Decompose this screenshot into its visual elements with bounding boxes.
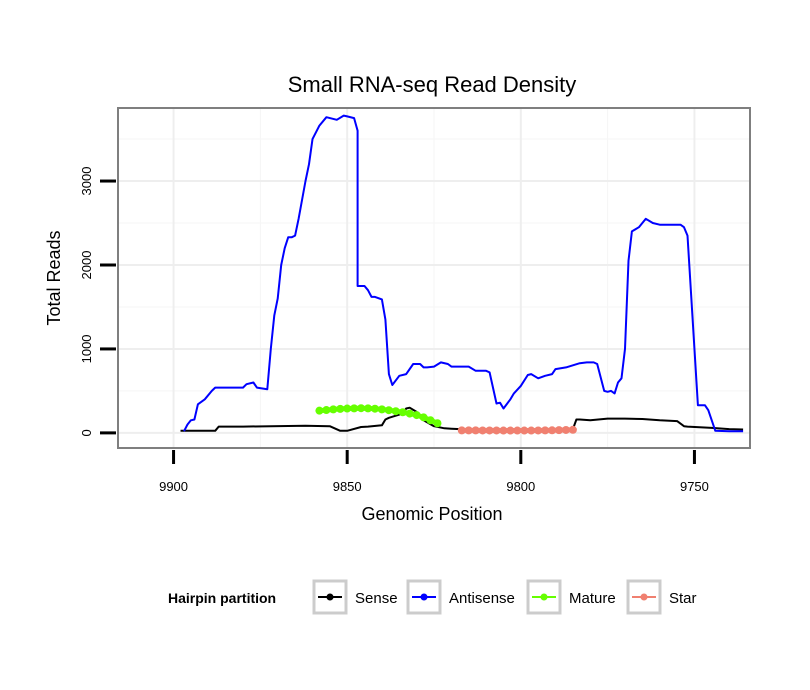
data-point-mature	[370, 404, 379, 413]
data-point-mature	[364, 404, 373, 413]
data-point-mature	[343, 404, 352, 413]
data-point-mature	[377, 405, 386, 414]
legend-key-dot-antisense	[420, 593, 428, 601]
legend-label-mature: Mature	[569, 590, 616, 607]
y-tick-label: 1000	[79, 334, 94, 363]
data-point-star	[555, 426, 564, 435]
legend-label-sense: Sense	[355, 590, 398, 607]
y-tick-label: 0	[79, 429, 94, 436]
x-axis-label: Genomic Position	[361, 504, 502, 524]
legend: Hairpin partition Sense Antisense Mature St…	[168, 579, 697, 615]
data-point-star	[492, 426, 501, 435]
data-point-star	[478, 426, 487, 435]
data-point-mature	[357, 404, 366, 413]
grid	[118, 108, 750, 448]
data-point-mature	[350, 404, 359, 413]
legend-item-antisense: Antisense	[406, 579, 515, 615]
data-point-star	[506, 426, 515, 435]
data-point-star	[527, 426, 536, 435]
y-axis-label: Total Reads	[44, 230, 64, 325]
data-point-star	[568, 425, 577, 434]
data-point-star	[534, 426, 543, 435]
data-point-star	[499, 426, 508, 435]
legend-item-sense: Sense	[312, 579, 398, 615]
data-point-mature	[426, 416, 435, 425]
x-tick-label: 9750	[680, 479, 709, 494]
data-point-star	[457, 426, 466, 435]
data-point-mature	[384, 406, 393, 415]
data-point-mature	[412, 411, 421, 420]
x-tick-label: 9900	[159, 479, 188, 494]
legend-title: Hairpin partition	[168, 590, 276, 606]
data-point-star	[561, 425, 570, 434]
data-point-star	[513, 426, 522, 435]
y-axis: 0 1000 2000 3000	[79, 167, 116, 437]
legend-label-antisense: Antisense	[449, 590, 515, 607]
data-point-mature	[322, 406, 331, 415]
data-point-mature	[419, 413, 428, 422]
data-point-star	[485, 426, 494, 435]
data-point-mature	[391, 407, 400, 416]
legend-key-dot-mature	[540, 593, 548, 601]
legend-key-dot-sense	[326, 593, 334, 601]
data-point-star	[464, 426, 473, 435]
series-layer	[180, 114, 744, 435]
legend-item-star: Star	[626, 579, 697, 615]
x-tick-label: 9800	[506, 479, 535, 494]
series-line-antisense	[183, 114, 744, 433]
data-point-star	[520, 426, 529, 435]
legend-label-star: Star	[669, 590, 697, 607]
data-point-star	[471, 426, 480, 435]
data-point-mature	[315, 406, 324, 415]
y-tick-label: 2000	[79, 251, 94, 280]
data-point-mature	[336, 404, 345, 413]
data-point-mature	[398, 408, 407, 417]
series-line-sense	[180, 406, 744, 432]
data-point-mature	[405, 409, 414, 418]
legend-key-dot-star	[640, 593, 648, 601]
data-point-mature	[329, 405, 338, 414]
data-point-star	[541, 426, 550, 435]
data-point-star	[548, 426, 557, 435]
x-tick-label: 9850	[333, 479, 362, 494]
chart-title: Small RNA-seq Read Density	[288, 72, 577, 97]
y-tick-label: 3000	[79, 167, 94, 196]
legend-item-mature: Mature	[526, 579, 616, 615]
x-axis: 9900 9850 9800 9750	[159, 450, 709, 494]
plot-border	[117, 107, 751, 449]
data-point-mature	[433, 419, 442, 428]
